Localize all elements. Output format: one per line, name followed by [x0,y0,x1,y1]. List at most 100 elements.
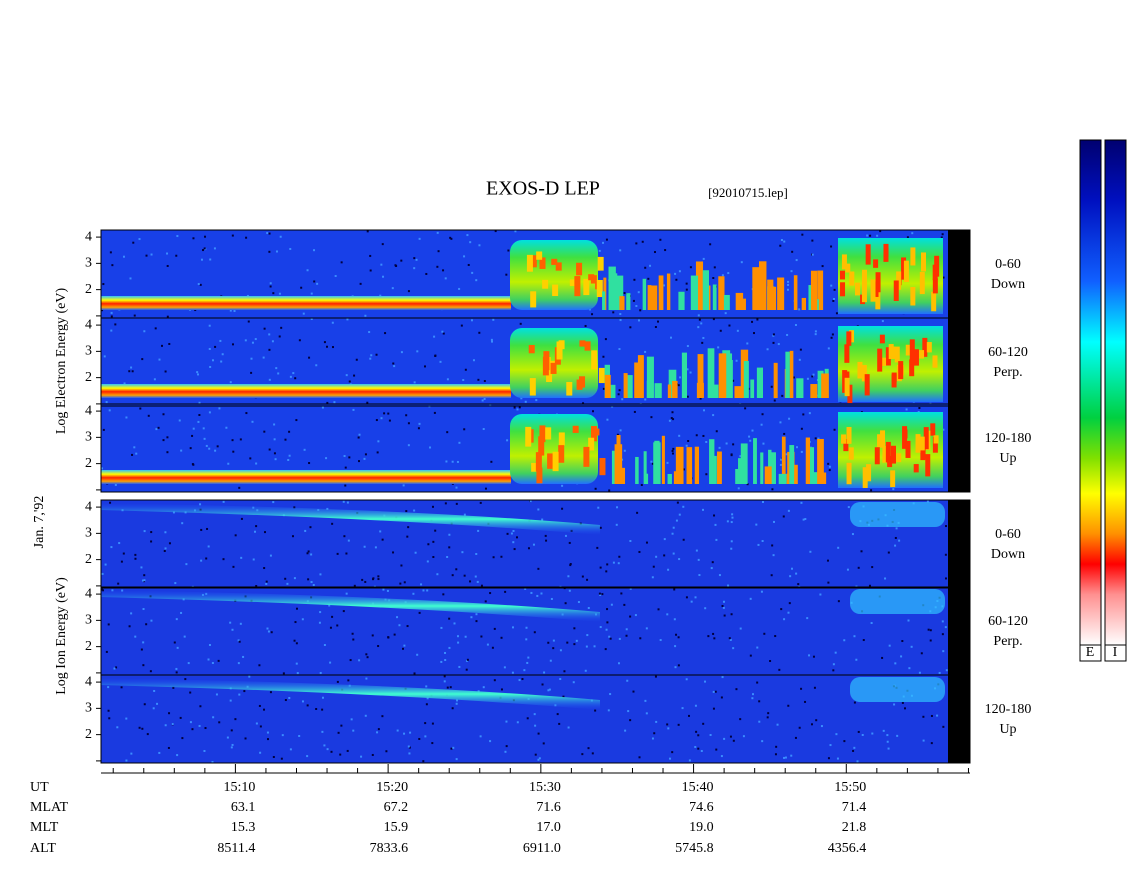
noise [114,323,117,326]
patch [870,279,876,302]
noise [307,550,310,553]
patch [716,451,722,484]
noise [420,583,423,586]
noise [204,727,207,730]
noise [941,620,944,623]
noise [657,320,660,323]
noise [466,658,469,661]
noise [233,310,236,313]
y-tick-label: 2 [85,456,92,471]
noise [599,566,602,569]
noise [436,265,439,268]
patch [672,380,678,398]
noise [413,267,416,270]
panel-background [101,587,970,675]
noise [945,669,948,672]
patch [885,441,891,463]
patch [542,279,549,289]
noise [229,621,232,624]
noise [942,428,945,431]
noise [887,747,890,750]
noise [940,236,943,239]
noise [905,408,908,411]
noise [766,348,769,351]
panel-frame [100,499,971,589]
noise [294,621,297,624]
patch [846,426,852,444]
noise [813,686,816,689]
noise [645,712,648,715]
noise [391,287,394,290]
noise [176,235,179,238]
noise [783,756,786,759]
noise [671,751,674,754]
data-gap [948,587,970,675]
patch [718,353,727,398]
noise [142,641,145,644]
noise [192,237,195,240]
noise [761,740,764,743]
noise [586,578,589,581]
patch [877,434,883,448]
noise [142,608,145,611]
noise [295,662,298,665]
noise [352,408,355,411]
noise [110,329,113,332]
noise [635,305,638,308]
noise [434,529,437,532]
noise [585,645,588,648]
noise [168,712,171,715]
noise [331,346,334,349]
noise [287,458,290,461]
patch [667,473,672,484]
noise [770,574,773,577]
noise [412,592,415,595]
noise [143,530,146,533]
patch [558,445,565,463]
patch [743,360,749,398]
noise [413,257,416,260]
noise [608,635,611,638]
patch [738,458,745,484]
noise [141,727,144,730]
noise [639,637,642,640]
noise [672,418,675,421]
noise [232,450,235,453]
noise [231,743,234,746]
noise [757,543,760,546]
patch [806,447,815,484]
patch [666,273,671,310]
noise [408,746,411,749]
noise [346,501,349,504]
noise [326,748,329,751]
noise [268,448,271,451]
noise [545,539,548,542]
noise [323,744,326,747]
noise [284,699,287,702]
noise [318,621,321,624]
noise [416,350,419,353]
noise [364,714,367,717]
noise [480,635,483,638]
noise [804,518,807,521]
noise [166,436,169,439]
noise [659,238,662,241]
noise [448,546,451,549]
noise [164,724,167,727]
noise [833,428,836,431]
noise [175,254,178,257]
noise [533,631,536,634]
noise [426,560,429,563]
noise [172,686,175,689]
noise [363,545,366,548]
patch [879,334,885,344]
noise [718,446,721,449]
noise [584,669,587,672]
noise [687,439,690,442]
noise [751,693,754,696]
noise [491,340,494,343]
noise [293,639,296,642]
noise [102,428,105,431]
noise [641,240,644,243]
noise [348,380,351,383]
